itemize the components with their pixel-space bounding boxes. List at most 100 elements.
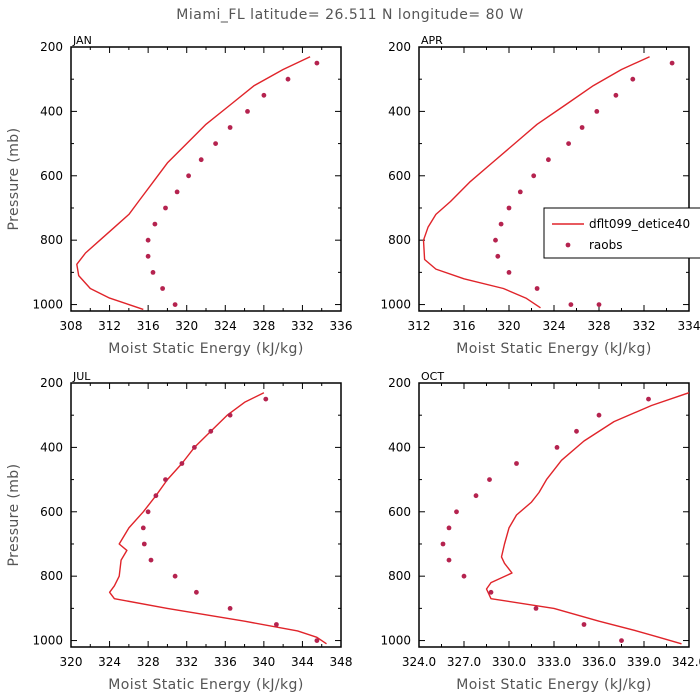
legend-marker-swatch (565, 242, 571, 248)
legend-box (543, 207, 700, 259)
obs-point (579, 125, 585, 130)
obs-point (227, 125, 233, 130)
x-tick-label: 312 (98, 319, 121, 333)
x-tick-label: 324 (214, 319, 237, 333)
series-line-model (422, 56, 650, 309)
x-tick-label: 336.0 (582, 655, 616, 669)
y-tick-label: 600 (40, 169, 63, 183)
plot-frame (418, 382, 690, 648)
obs-point (150, 270, 156, 275)
x-tick-label: 344 (291, 655, 314, 669)
y-tick-label: 400 (40, 440, 63, 454)
obs-point (619, 638, 624, 643)
obs-point (163, 477, 168, 482)
obs-point (208, 428, 214, 434)
x-axis-label: Moist Static Energy (kJ/kg) (108, 677, 303, 693)
obs-point (245, 109, 250, 114)
obs-point (646, 396, 651, 402)
obs-point (534, 286, 540, 291)
x-axis-label: Moist Static Energy (kJ/kg) (456, 341, 651, 357)
x-tick-label: 320 (175, 319, 198, 333)
y-tick-label: 200 (388, 40, 411, 54)
x-tick-label: 332 (291, 319, 314, 333)
obs-point (145, 509, 151, 515)
legend-label-obs: raobs (589, 238, 623, 252)
y-tick-label: 600 (40, 505, 63, 519)
obs-point (198, 157, 204, 163)
obs-point (440, 541, 446, 547)
obs-point (546, 157, 551, 163)
x-tick-label: 342.0 (672, 655, 700, 669)
x-tick-label: 316 (137, 319, 160, 333)
panel-label: OCT (421, 370, 444, 383)
panel-label: JUL (72, 370, 91, 383)
x-tick-label: 333.0 (537, 655, 571, 669)
x-axis-label: Moist Static Energy (kJ/kg) (108, 341, 303, 357)
obs-point (613, 92, 619, 98)
obs-point (145, 253, 151, 259)
obs-point (179, 461, 185, 466)
x-tick-label: 340 (252, 655, 275, 669)
plot-frame (418, 46, 690, 312)
x-tick-label: 324 (98, 655, 121, 669)
x-tick-label: 336 (214, 655, 237, 669)
y-tick-label: 600 (388, 505, 411, 519)
x-tick-label: 328 (588, 319, 611, 333)
legend-label-model: dflt099_detice40 (589, 217, 690, 231)
y-tick-label: 1000 (32, 298, 63, 312)
series-line-model (108, 392, 327, 645)
y-axis-label: Pressure (mb) (6, 464, 22, 567)
obs-point (148, 557, 154, 563)
obs-point (596, 302, 602, 307)
panel-label: APR (421, 34, 443, 47)
y-tick-label: 800 (388, 233, 411, 247)
obs-point (172, 302, 178, 307)
obs-point (174, 189, 180, 195)
obs-point (141, 541, 147, 547)
obs-point (446, 557, 452, 563)
x-tick-label: 339.0 (627, 655, 661, 669)
x-tick-label: 328 (252, 319, 275, 333)
y-tick-label: 800 (40, 569, 63, 583)
panels: JAN 308 312 316 320 324 328 332 336 200 400 600 800 1… (6, 34, 700, 693)
obs-point (145, 237, 151, 243)
x-tick-label: 324.0 (402, 655, 436, 669)
y-tick-label: 800 (40, 233, 63, 247)
y-tick-label: 1000 (32, 634, 63, 648)
obs-point (488, 589, 494, 595)
y-tick-label: 200 (388, 376, 411, 390)
obs-point (227, 412, 233, 418)
obs-point (574, 428, 579, 434)
obs-point (533, 606, 539, 611)
panel-jul: JUL 320 324 328 332 336 340 344 348 200 400 600 800 1… (6, 370, 352, 693)
x-tick-label: 324 (543, 319, 566, 333)
y-tick-label: 1000 (380, 298, 411, 312)
obs-point (506, 205, 512, 211)
obs-point (493, 237, 498, 243)
obs-point (285, 76, 291, 82)
obs-point (517, 189, 523, 195)
y-tick-label: 400 (388, 440, 411, 454)
y-tick-label: 800 (388, 569, 411, 583)
obs-point (153, 493, 159, 499)
obs-point (140, 525, 146, 531)
x-tick-label: 348 (330, 655, 353, 669)
y-tick-label: 200 (40, 40, 63, 54)
x-tick-label: 312 (408, 319, 431, 333)
y-axis-label: Pressure (mb) (6, 128, 22, 231)
obs-point (554, 445, 560, 450)
obs-point (192, 445, 197, 450)
panel-oct: OCT 324.0 327.0 330.0 333.0 336.0 339.0 342.0 20… (380, 370, 700, 693)
obs-point (594, 109, 600, 114)
obs-point (581, 622, 587, 627)
obs-point (498, 221, 504, 227)
panel-jan: JAN 308 312 316 320 324 328 332 336 200 400 600 800 1… (6, 34, 352, 357)
obs-point (487, 477, 492, 482)
obs-point (446, 525, 452, 531)
x-tick-label: 330.0 (492, 655, 526, 669)
x-tick-label: 336 (330, 319, 353, 333)
obs-point (263, 396, 269, 402)
obs-point (194, 589, 199, 595)
obs-point (314, 638, 320, 643)
panel-apr: APR 312 316 320 324 328 332 334 200 400 600 800 1000… (380, 34, 700, 357)
